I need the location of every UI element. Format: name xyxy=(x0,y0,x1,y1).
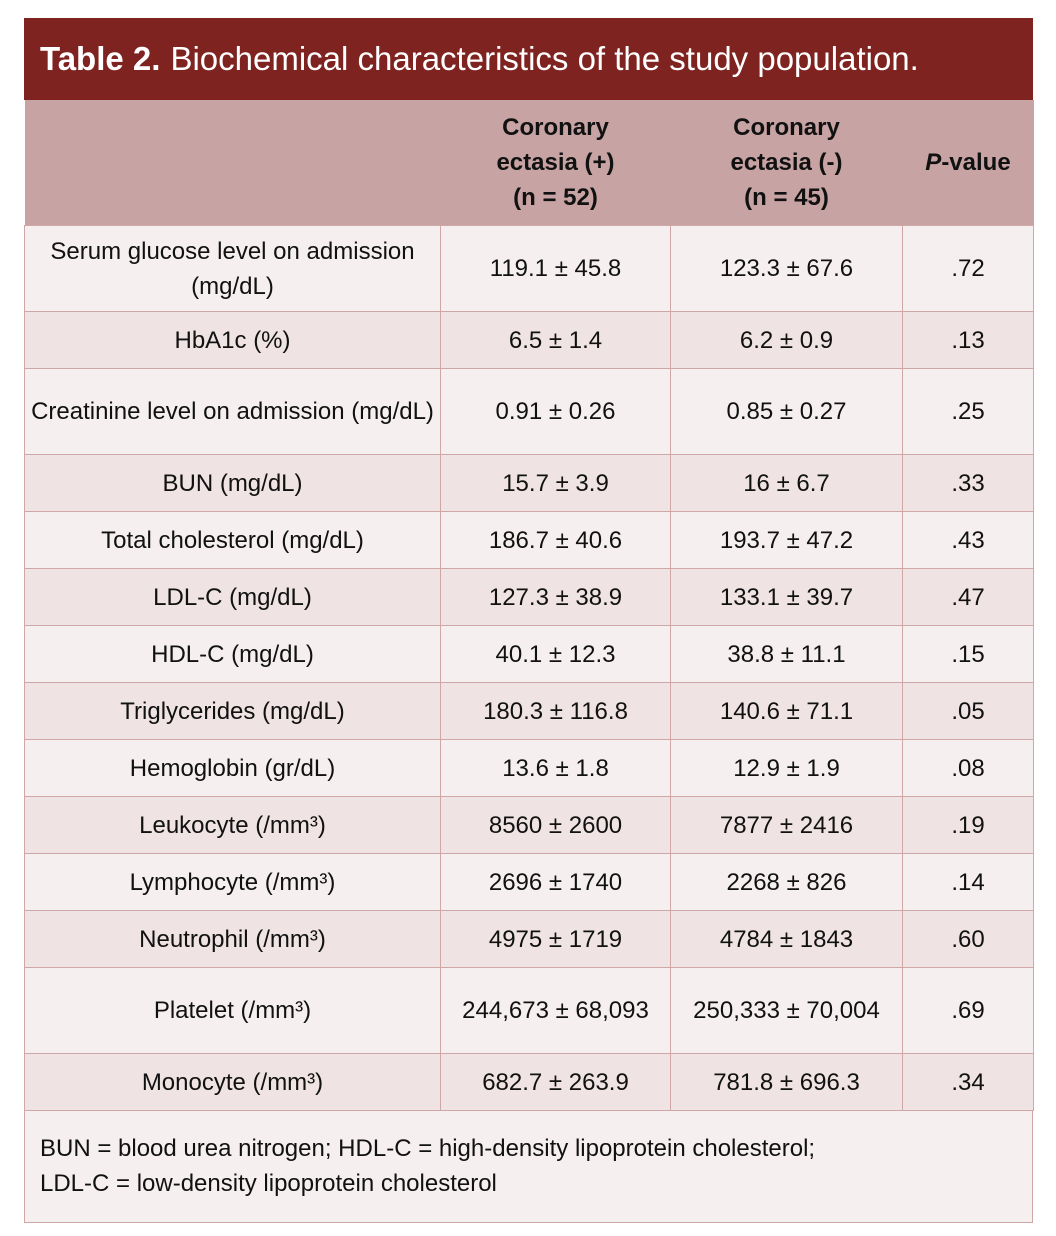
cell-neg: 140.6 ± 71.1 xyxy=(670,682,903,740)
table-row: Monocyte (/mm³) 682.7 ± 263.9 781.8 ± 696.… xyxy=(24,1053,1034,1111)
cell-p: .60 xyxy=(902,910,1034,968)
header-line: ectasia (-) xyxy=(730,149,843,176)
footnote-line: BUN = blood urea nitrogen; HDL-C = high-… xyxy=(40,1135,816,1162)
table-row: Creatinine level on admission (mg/dL) 0.9… xyxy=(24,368,1034,455)
cell-pos: 0.91 ± 0.26 xyxy=(440,368,671,455)
table-row: BUN (mg/dL) 15.7 ± 3.9 16 ± 6.7.33 xyxy=(24,454,1034,512)
table-title: Table 2. Biochemical characteristics of … xyxy=(24,18,1033,100)
cell-p: .72 xyxy=(902,225,1034,312)
cell-name: Hemoglobin (gr/dL) xyxy=(24,739,441,797)
cell-neg: 7877 ± 2416 xyxy=(670,796,903,854)
table-footnote: BUN = blood urea nitrogen; HDL-C = high-… xyxy=(24,1111,1033,1223)
cell-p: .47 xyxy=(902,568,1034,626)
header-line: Coronary xyxy=(733,114,840,141)
cell-pos: 127.3 ± 38.9 xyxy=(440,568,671,626)
table-row: Leukocyte (/mm³) 8560 ± 2600 7877 ± 2416.1… xyxy=(24,796,1034,854)
cell-pos: 186.7 ± 40.6 xyxy=(440,511,671,569)
cell-pos: 13.6 ± 1.8 xyxy=(440,739,671,797)
cell-pos: 682.7 ± 263.9 xyxy=(440,1053,671,1111)
cell-pos: 119.1 ± 45.8 xyxy=(440,225,671,312)
cell-name: Serum glucose level on admission (mg/dL) xyxy=(24,225,441,312)
cell-name: Triglycerides (mg/dL) xyxy=(24,682,441,740)
cell-name: HDL-C (mg/dL) xyxy=(24,625,441,683)
table-caption: Biochemical characteristics of the study… xyxy=(170,40,919,77)
cell-p: .13 xyxy=(902,311,1034,369)
cell-p: .33 xyxy=(902,454,1034,512)
header-empty xyxy=(24,100,441,226)
cell-name: Total cholesterol (mg/dL) xyxy=(24,511,441,569)
table-label: Table 2. xyxy=(40,40,161,77)
p-rest: -value xyxy=(941,149,1011,176)
cell-p: .34 xyxy=(902,1053,1034,1111)
table-row: Total cholesterol (mg/dL) 186.7 ± 40.6 193… xyxy=(24,511,1034,569)
table-figure: Table 2. Biochemical characteristics of … xyxy=(24,18,1034,1223)
cell-name: Leukocyte (/mm³) xyxy=(24,796,441,854)
cell-p: .14 xyxy=(902,853,1034,911)
header-line: (n = 52) xyxy=(513,184,598,211)
cell-neg: 133.1 ± 39.7 xyxy=(670,568,903,626)
header-line: (n = 45) xyxy=(744,184,829,211)
table-row: LDL-C (mg/dL) 127.3 ± 38.9 133.1 ± 39.7.47 xyxy=(24,568,1034,626)
header-line: ectasia (+) xyxy=(496,149,615,176)
cell-name: Monocyte (/mm³) xyxy=(24,1053,441,1111)
cell-name: HbA1c (%) xyxy=(24,311,441,369)
cell-pos: 40.1 ± 12.3 xyxy=(440,625,671,683)
cell-neg: 38.8 ± 11.1 xyxy=(670,625,903,683)
table-row: Hemoglobin (gr/dL) 13.6 ± 1.8 12.9 ± 1.9.0… xyxy=(24,739,1034,797)
cell-pos: 244,673 ± 68,093 xyxy=(440,967,671,1054)
header-line: Coronary xyxy=(502,114,609,141)
cell-neg: 0.85 ± 0.27 xyxy=(670,368,903,455)
table-row: Platelet (/mm³) 244,673 ± 68,093 250,333 ±… xyxy=(24,967,1034,1054)
cell-pos: 180.3 ± 116.8 xyxy=(440,682,671,740)
data-table: Coronary ectasia (+) (n = 52) Coronary ecta… xyxy=(24,100,1034,1111)
cell-pos: 6.5 ± 1.4 xyxy=(440,311,671,369)
cell-neg: 6.2 ± 0.9 xyxy=(670,311,903,369)
cell-p: .25 xyxy=(902,368,1034,455)
cell-name: Platelet (/mm³) xyxy=(24,967,441,1054)
cell-neg: 250,333 ± 70,004 xyxy=(670,967,903,1054)
cell-p: .15 xyxy=(902,625,1034,683)
cell-p: .43 xyxy=(902,511,1034,569)
table-row: Lymphocyte (/mm³) 2696 ± 1740 2268 ± 826.1… xyxy=(24,853,1034,911)
cell-neg: 2268 ± 826 xyxy=(670,853,903,911)
header-row: Coronary ectasia (+) (n = 52) Coronary ecta… xyxy=(24,100,1034,226)
cell-p: .19 xyxy=(902,796,1034,854)
table-row: Neutrophil (/mm³) 4975 ± 1719 4784 ± 1843.… xyxy=(24,910,1034,968)
p-italic: P xyxy=(925,149,942,176)
cell-neg: 4784 ± 1843 xyxy=(670,910,903,968)
cell-neg: 123.3 ± 67.6 xyxy=(670,225,903,312)
cell-name: Lymphocyte (/mm³) xyxy=(24,853,441,911)
cell-pos: 8560 ± 2600 xyxy=(440,796,671,854)
cell-pos: 2696 ± 1740 xyxy=(440,853,671,911)
cell-pos: 15.7 ± 3.9 xyxy=(440,454,671,512)
cell-name: BUN (mg/dL) xyxy=(24,454,441,512)
table-row: Triglycerides (mg/dL) 180.3 ± 116.8 140.6 … xyxy=(24,682,1034,740)
table-row: HDL-C (mg/dL) 40.1 ± 12.3 38.8 ± 11.1.15 xyxy=(24,625,1034,683)
cell-neg: 12.9 ± 1.9 xyxy=(670,739,903,797)
cell-neg: 781.8 ± 696.3 xyxy=(670,1053,903,1111)
footnote-line: LDL-C = low-density lipoprotein choleste… xyxy=(40,1170,497,1197)
header-ectasia-pos: Coronary ectasia (+) (n = 52) xyxy=(440,100,671,226)
cell-neg: 193.7 ± 47.2 xyxy=(670,511,903,569)
cell-name: Neutrophil (/mm³) xyxy=(24,910,441,968)
cell-name: LDL-C (mg/dL) xyxy=(24,568,441,626)
table-row: HbA1c (%) 6.5 ± 1.4 6.2 ± 0.9.13 xyxy=(24,311,1034,369)
cell-p: .05 xyxy=(902,682,1034,740)
cell-name: Creatinine level on admission (mg/dL) xyxy=(24,368,441,455)
cell-p: .69 xyxy=(902,967,1034,1054)
header-ectasia-neg: Coronary ectasia (-) (n = 45) xyxy=(670,100,903,226)
table-row: Serum glucose level on admission (mg/dL)… xyxy=(24,225,1034,312)
cell-p: .08 xyxy=(902,739,1034,797)
cell-neg: 16 ± 6.7 xyxy=(670,454,903,512)
header-p-value: P-value xyxy=(902,100,1034,226)
cell-pos: 4975 ± 1719 xyxy=(440,910,671,968)
